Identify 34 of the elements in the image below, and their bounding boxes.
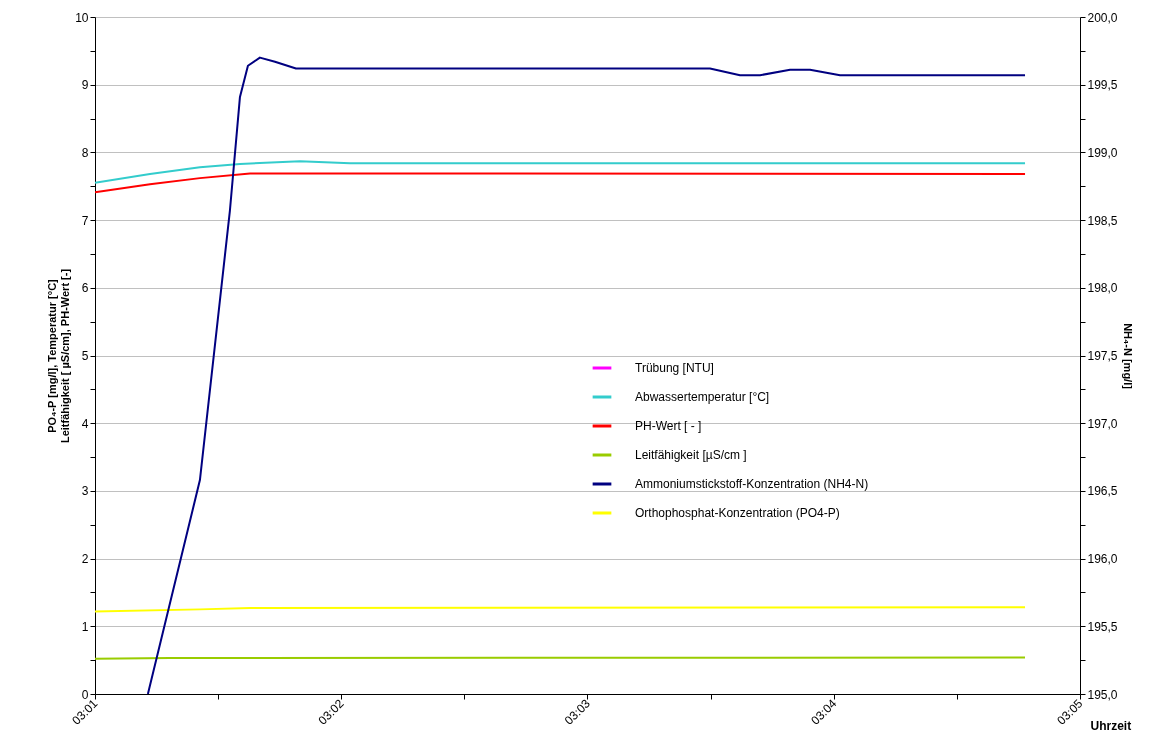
y-tick-label: 3 (81, 484, 89, 499)
y2-tick-label: 196,0 (1087, 552, 1118, 567)
y-tick-label: 5 (81, 349, 89, 363)
y2-tick-label: 198,0 (1087, 281, 1118, 296)
y2-tick-label: 198,5 (1087, 213, 1118, 228)
y2-tick-label: 200,0 (1087, 10, 1118, 25)
legend-label: Trübung [NTU] (635, 361, 714, 375)
y-tick-label: 10 (75, 10, 89, 25)
y2-axis-title: NH₄-N [mg/l] (1121, 323, 1134, 390)
y-tick-label: 6 (81, 281, 89, 296)
y-tick-label: 4 (81, 416, 89, 431)
legend-label: Abwassertemperatur [°C] (635, 390, 770, 404)
line-series (146, 56, 1027, 694)
y-tick-label: 2 (81, 552, 89, 567)
legend-label: Leitfähigkeit [µS/cm ] (635, 448, 747, 462)
y2-tick-label: 199,0 (1087, 145, 1118, 160)
y2-tick-label: 195,0 (1087, 687, 1118, 702)
y-tick-label: 0 (81, 687, 89, 702)
y2-tick-label: 197,5 (1087, 349, 1118, 363)
y-tick-label: 7 (81, 213, 89, 228)
y2-tick-label: 196,5 (1087, 484, 1118, 499)
line-series (95, 160, 1027, 184)
line-series (95, 172, 1027, 194)
y2-tick-label: 195,5 (1087, 619, 1118, 634)
y2-tick-label: 199,5 (1087, 78, 1118, 93)
legend-label: PH-Wert [ - ] (635, 419, 702, 433)
y-tick-label: 8 (81, 145, 89, 160)
legend-label: Orthophosphat-Konzentration (PO4-P) (635, 506, 840, 520)
x-axis-title: Uhrzeit (1090, 718, 1132, 733)
y-tick-label: 1 (81, 619, 89, 634)
legend-label: Ammoniumstickstoff-Konzentration (NH4-N) (635, 477, 869, 491)
y2-tick-label: 197,0 (1087, 416, 1118, 431)
y-axis-title: PO₄-P [mg/l], Temperatur [°C] Leitfähigkeit [ µS/cm], PH-Wert [-] (46, 268, 72, 444)
y-tick-label: 9 (81, 78, 89, 93)
